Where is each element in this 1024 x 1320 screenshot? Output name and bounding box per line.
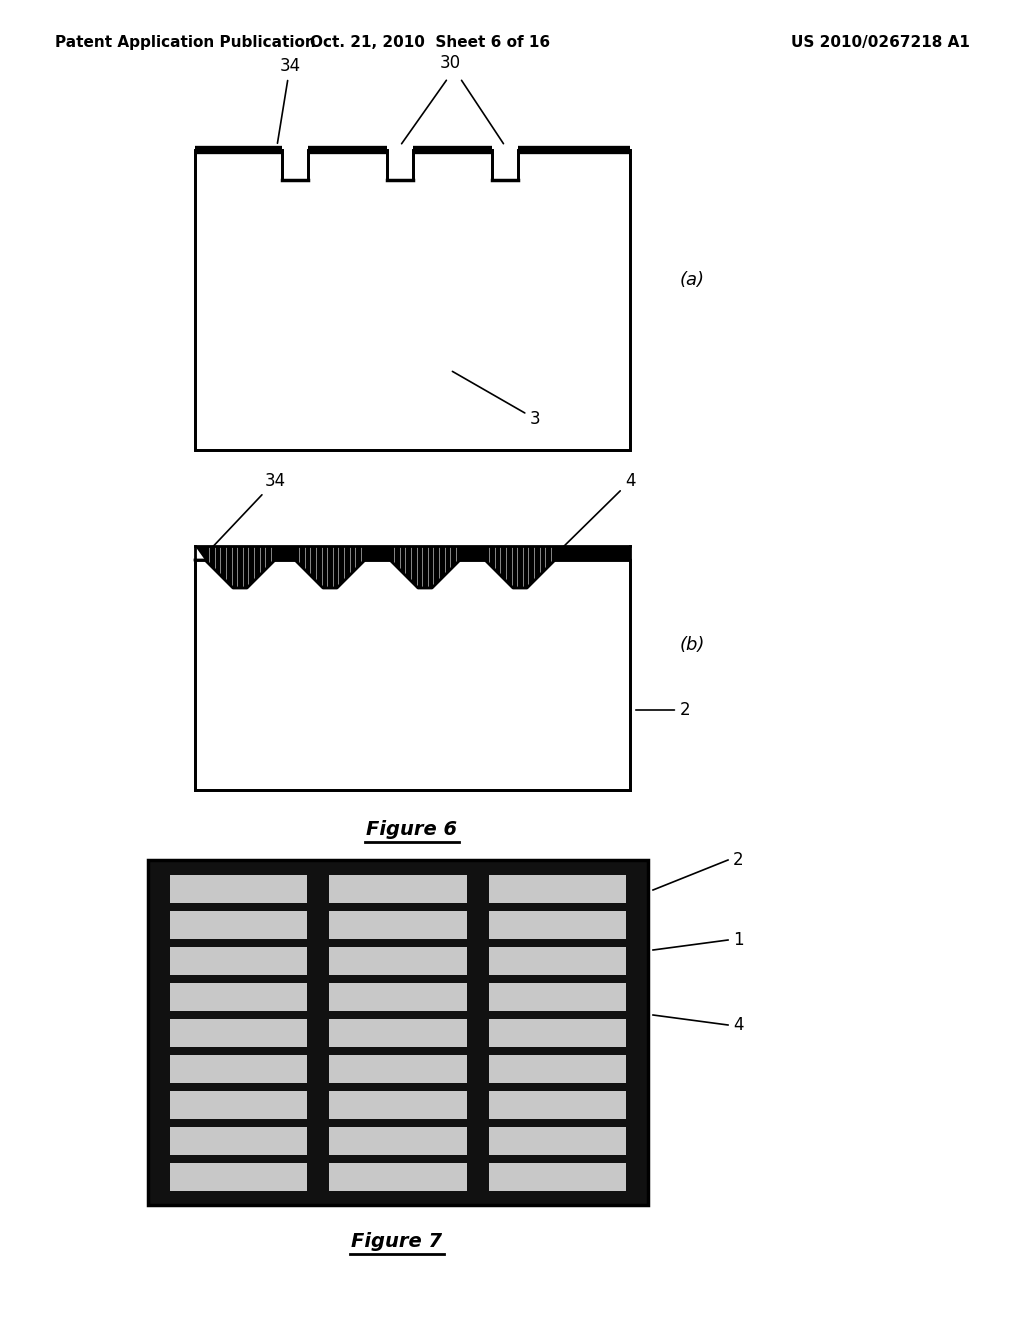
Bar (150, 1163, 646, 1191)
Bar (150, 1090, 646, 1118)
Polygon shape (195, 546, 630, 587)
Bar (150, 982, 646, 1011)
Bar (626, 862, 648, 1203)
Text: 4: 4 (557, 473, 636, 553)
Text: 34: 34 (278, 57, 301, 144)
Bar (148, 861, 648, 1205)
Bar (307, 862, 330, 1203)
Text: 2: 2 (733, 851, 743, 869)
Bar (148, 861, 648, 1205)
Text: Figure 7: Figure 7 (351, 1232, 442, 1251)
Bar (150, 946, 646, 974)
Text: US 2010/0267218 A1: US 2010/0267218 A1 (792, 36, 970, 50)
Bar (150, 874, 646, 903)
Text: Oct. 21, 2010  Sheet 6 of 16: Oct. 21, 2010 Sheet 6 of 16 (310, 36, 550, 50)
Text: Figure 6: Figure 6 (367, 820, 458, 840)
Bar (150, 1126, 646, 1155)
Bar (150, 1019, 646, 1047)
Bar (150, 911, 646, 939)
Text: Patent Application Publication: Patent Application Publication (55, 36, 315, 50)
Text: 3: 3 (453, 371, 541, 428)
Bar (148, 862, 170, 1203)
Text: (a): (a) (680, 271, 705, 289)
Text: (b): (b) (680, 636, 706, 653)
Bar (150, 1055, 646, 1082)
Polygon shape (195, 150, 630, 450)
Text: 4: 4 (733, 1016, 743, 1034)
Bar (467, 862, 488, 1203)
Text: 2: 2 (636, 701, 690, 719)
Text: 1: 1 (733, 931, 743, 949)
Bar (195, 560, 630, 789)
Text: 34: 34 (207, 473, 286, 553)
Text: 30: 30 (439, 54, 461, 73)
